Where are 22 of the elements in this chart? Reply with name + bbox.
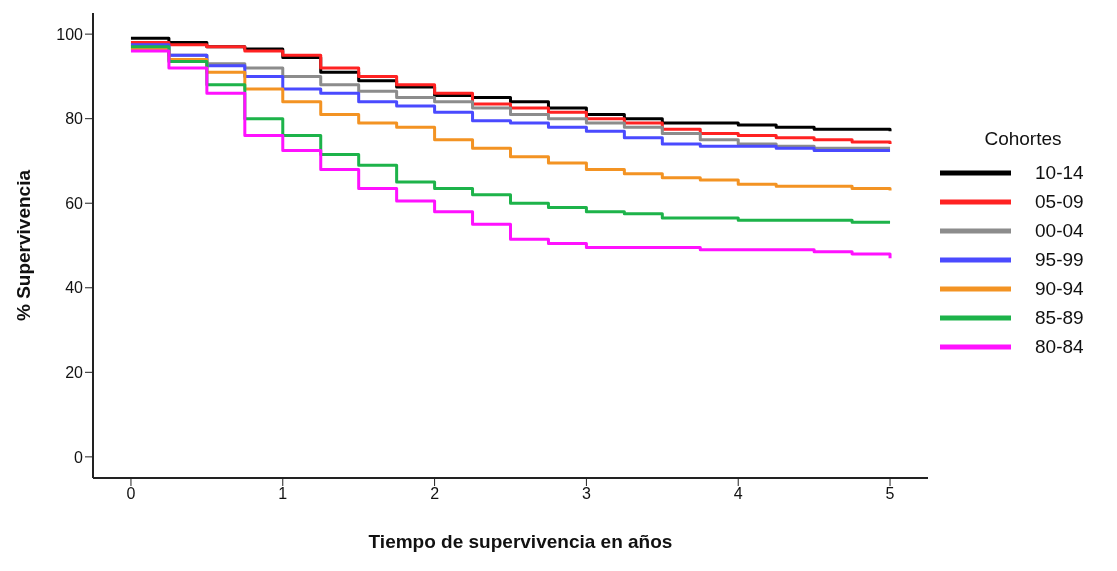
y-tick-label: 20 xyxy=(65,364,84,381)
y-tick-label: 80 xyxy=(65,110,84,128)
legend-title: Cohortes xyxy=(983,128,1063,150)
legend-label: 10-14 xyxy=(1035,161,1084,184)
x-axis-title: Tiempo de supervivencia en años xyxy=(367,531,674,553)
legend-label: 95-99 xyxy=(1035,248,1084,271)
legend-label: 00-04 xyxy=(1035,219,1084,242)
y-tick-label: 0 xyxy=(74,448,84,466)
x-tick-label: 3 xyxy=(581,485,591,503)
x-tick-label: 1 xyxy=(278,485,288,503)
y-tick-label: 60 xyxy=(65,194,84,212)
legend-label: 90-94 xyxy=(1035,277,1084,300)
x-tick-label: 2 xyxy=(430,485,440,503)
legend-label: 85-89 xyxy=(1035,306,1084,329)
x-tick-label: 0 xyxy=(126,485,136,503)
y-tick-label: 100 xyxy=(56,25,84,43)
x-tick-label: 4 xyxy=(733,485,743,503)
x-tick-label: 5 xyxy=(885,485,895,503)
legend-label: 05-09 xyxy=(1035,190,1084,213)
y-tick-label: 40 xyxy=(65,279,84,297)
y-axis-title: % Supervivencia xyxy=(12,169,34,322)
legend-label: 80-84 xyxy=(1035,335,1084,358)
